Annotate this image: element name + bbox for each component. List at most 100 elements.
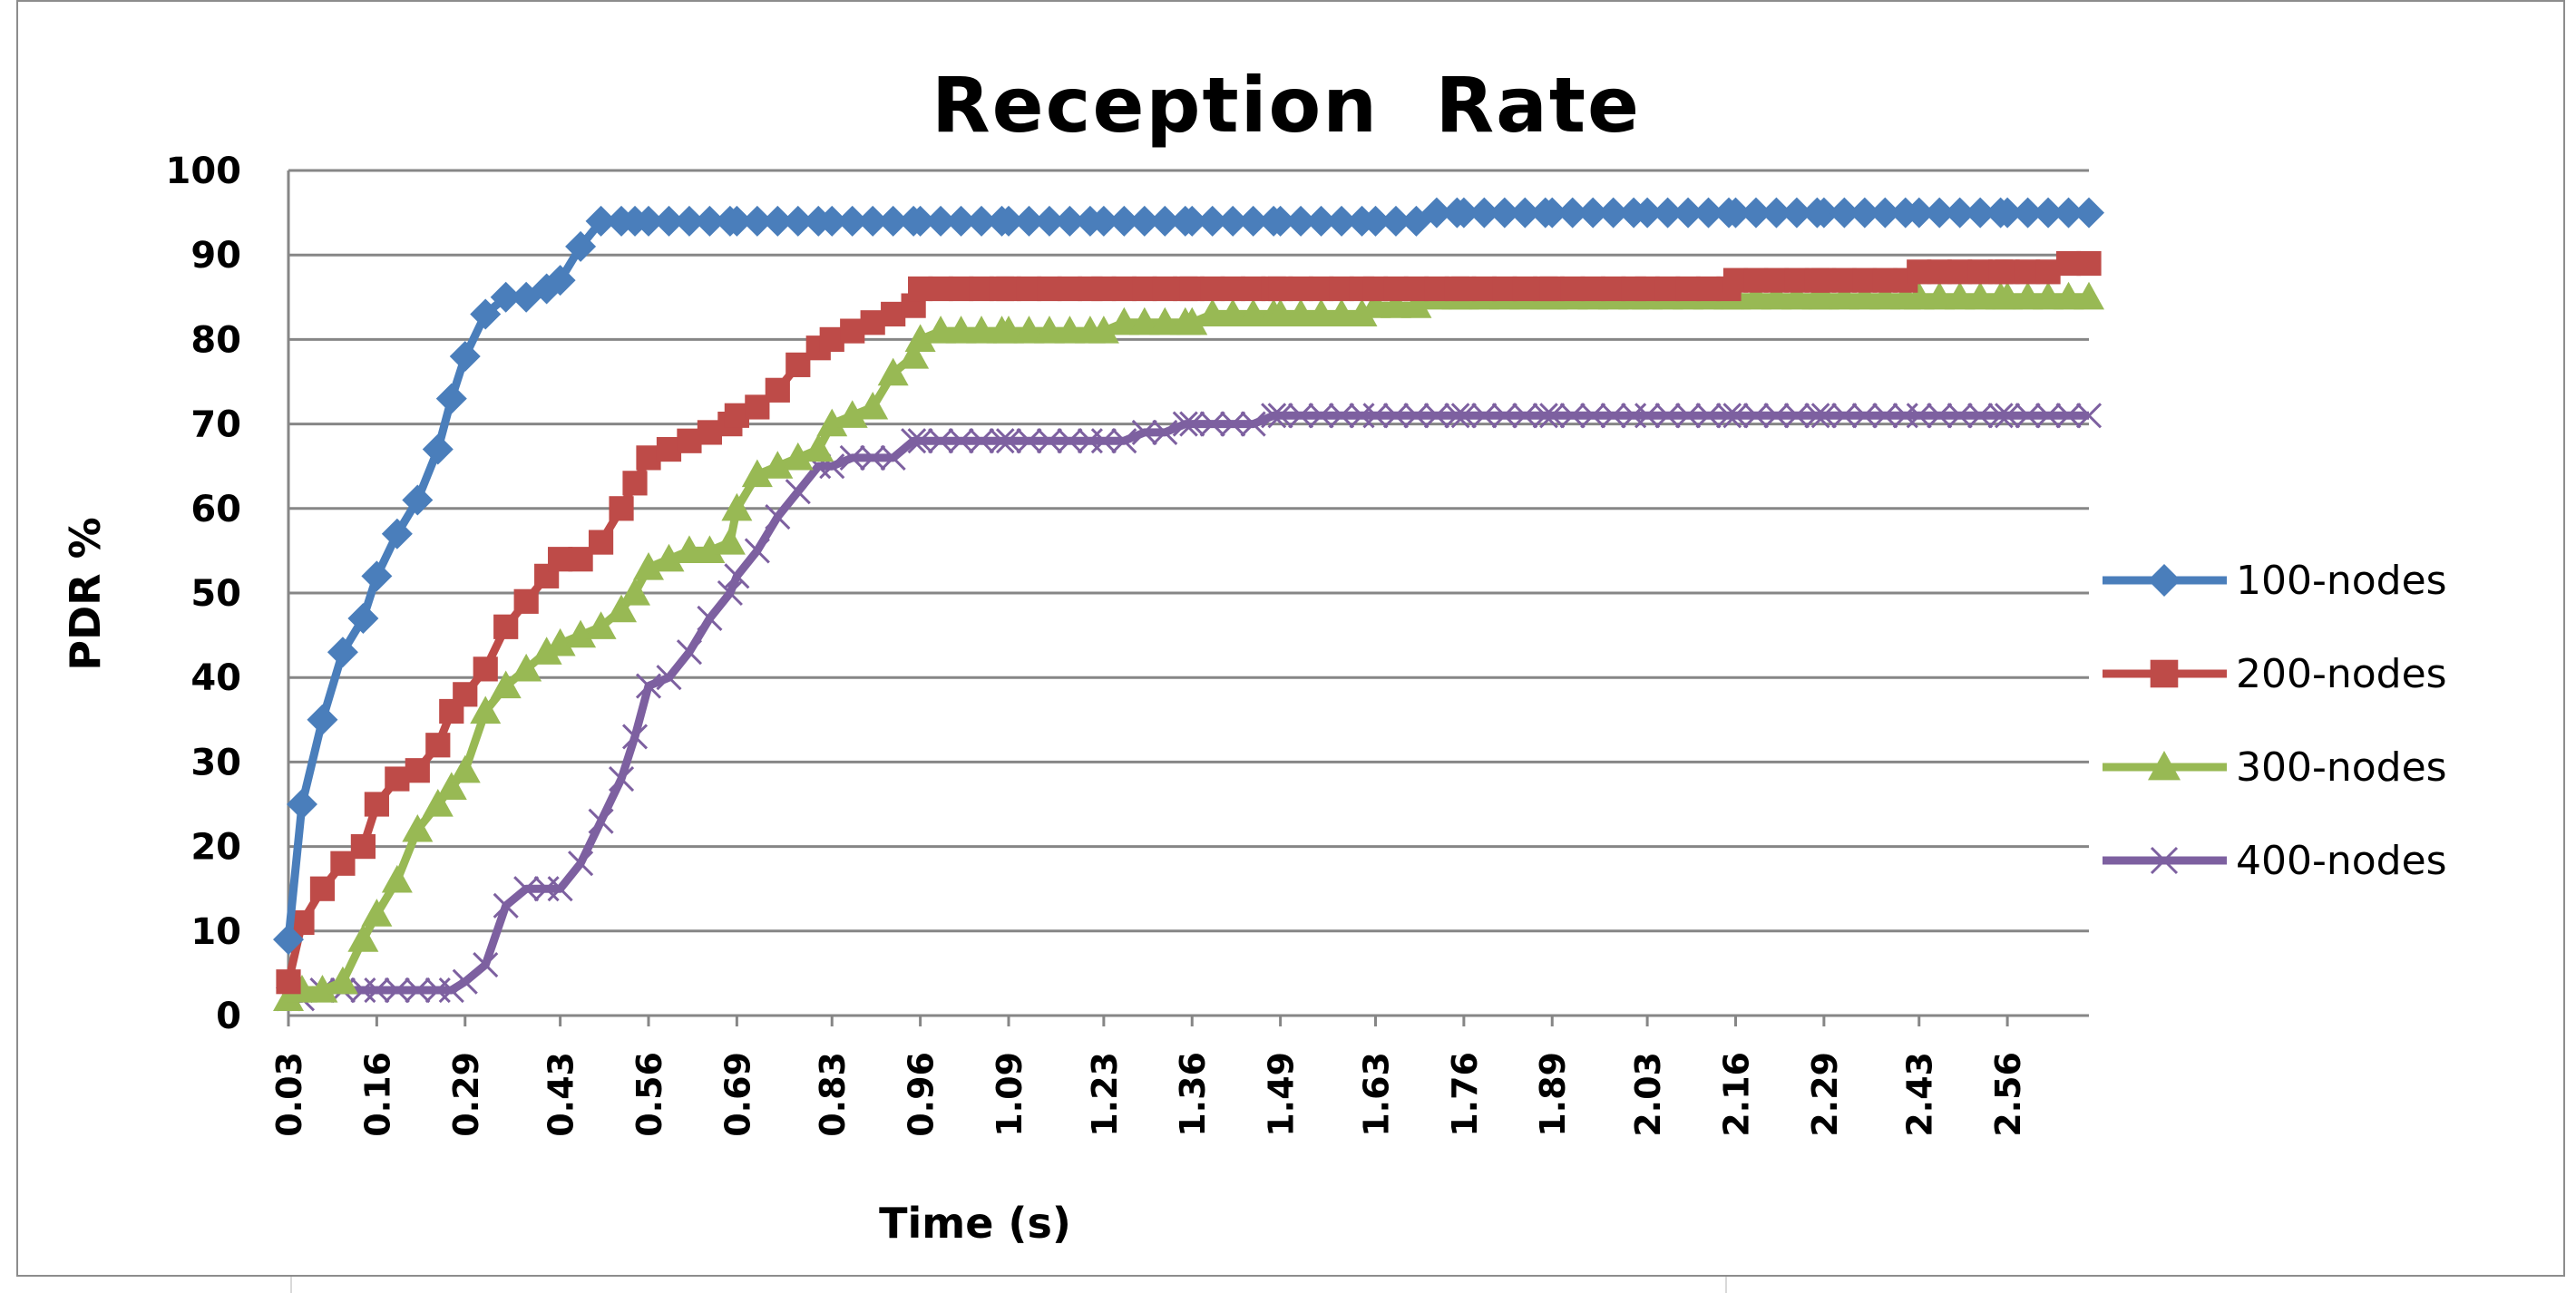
data-point[interactable] [1927,403,1953,429]
data-point[interactable] [449,341,481,373]
data-point[interactable] [1995,403,2021,429]
data-point[interactable] [1471,403,1498,429]
data-point[interactable] [989,428,1015,454]
data-point[interactable] [361,899,393,927]
data-point[interactable] [1360,205,1391,237]
data-point[interactable] [1360,290,1391,318]
data-point[interactable] [2055,403,2082,429]
data-point[interactable] [1220,411,1246,437]
data-point[interactable] [1872,403,1898,429]
data-point[interactable] [327,966,358,995]
data-point[interactable] [2033,197,2064,228]
data-point[interactable] [1448,197,1479,228]
data-point[interactable] [1176,306,1208,335]
data-point[interactable] [744,538,770,564]
data-point[interactable] [1403,403,1429,429]
data-point[interactable] [1924,197,1956,228]
data-point[interactable] [2033,281,2064,310]
data-point[interactable] [673,535,705,563]
data-point[interactable] [1016,428,1042,454]
data-point[interactable] [1781,197,1812,228]
data-point[interactable] [547,876,573,902]
data-point[interactable] [1924,281,1956,310]
data-point[interactable] [1285,205,1317,237]
series-300-nodes[interactable] [273,281,2104,1011]
data-point[interactable] [966,316,998,344]
data-point[interactable] [1217,298,1249,327]
data-point[interactable] [1869,197,1901,228]
data-point[interactable] [1559,403,1586,429]
data-point[interactable] [697,605,723,632]
data-point[interactable] [1851,403,1878,429]
data-point[interactable] [1128,306,1160,335]
data-point[interactable] [405,758,430,783]
data-point[interactable] [839,444,865,471]
data-point[interactable] [350,977,376,1004]
data-point[interactable] [533,876,560,902]
data-point[interactable] [741,205,773,237]
data-point[interactable] [1695,403,1722,429]
data-point[interactable] [1673,197,1704,228]
data-point[interactable] [694,535,726,563]
data-point[interactable] [836,205,868,237]
data-point[interactable] [2012,281,2044,310]
data-point[interactable] [1831,403,1858,429]
data-point[interactable] [1967,403,1994,429]
data-point[interactable] [1380,290,1411,318]
data-point[interactable] [694,205,726,237]
data-point[interactable] [347,924,379,952]
data-point[interactable] [724,563,750,589]
data-point[interactable] [422,789,454,817]
data-point[interactable] [928,428,954,454]
series-line[interactable] [284,259,2089,983]
data-point[interactable] [1600,403,1626,429]
data-point[interactable] [901,428,927,454]
data-point[interactable] [945,205,977,237]
data-point[interactable] [717,579,743,607]
data-point[interactable] [1829,281,1860,310]
data-point[interactable] [1149,205,1181,237]
data-point[interactable] [1944,281,1976,310]
data-point[interactable] [816,205,848,237]
data-point[interactable] [1285,298,1317,327]
data-point[interactable] [898,341,930,369]
data-point[interactable] [1674,403,1702,429]
data-point[interactable] [1176,205,1208,237]
data-point[interactable] [948,428,974,454]
data-point[interactable] [565,619,597,648]
data-point[interactable] [585,611,617,639]
data-point[interactable] [1088,316,1119,344]
data-point[interactable] [1054,205,1086,237]
data-point[interactable] [1804,403,1830,429]
data-point[interactable] [1469,197,1500,228]
data-point[interactable] [633,552,664,580]
data-point[interactable] [1033,205,1065,237]
data-point[interactable] [2148,564,2181,597]
data-point[interactable] [2073,281,2104,310]
data-point[interactable] [364,792,389,817]
data-point[interactable] [1783,403,1810,429]
data-point[interactable] [286,789,317,820]
data-point[interactable] [721,205,753,237]
data-point[interactable] [880,444,906,471]
data-point[interactable] [2076,250,2102,277]
legend-item-100-nodes[interactable]: 100-nodes [2103,558,2447,604]
data-point[interactable] [490,670,522,699]
data-point[interactable] [585,205,617,237]
data-point[interactable] [966,205,998,237]
data-point[interactable] [307,704,338,735]
data-point[interactable] [588,808,614,834]
data-point[interactable] [1947,403,1973,429]
data-point[interactable] [425,733,451,758]
data-point[interactable] [544,265,576,297]
data-point[interactable] [435,383,467,414]
data-point[interactable] [836,400,868,428]
data-point[interactable] [1808,281,1839,310]
data-point[interactable] [803,433,834,462]
data-point[interactable] [1532,403,1558,429]
data-point[interactable] [1013,205,1045,237]
data-point[interactable] [276,969,301,995]
data-point[interactable] [531,637,562,665]
data-point[interactable] [1761,197,1792,228]
data-point[interactable] [381,518,413,549]
